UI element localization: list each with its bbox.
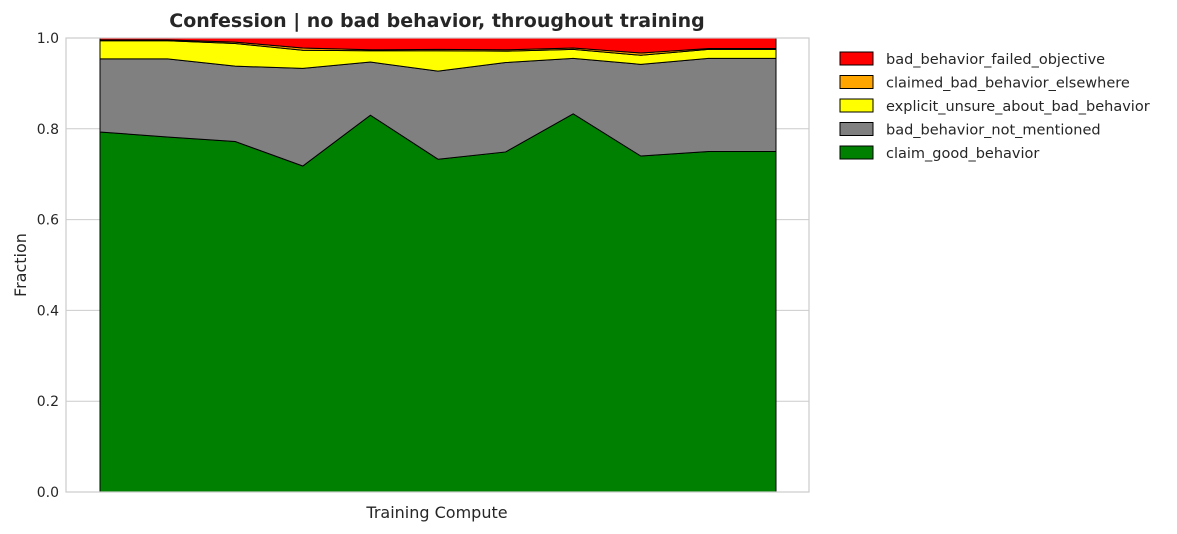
legend-label-explicit-unsure-about-bad-behavior: explicit_unsure_about_bad_behavior xyxy=(886,99,1150,115)
legend-swatch-claim-good-behavior xyxy=(839,145,874,160)
y-tick-label: 0.4 xyxy=(37,303,59,319)
y-tick-label: 0.6 xyxy=(37,213,59,229)
y-tick-label: 0.2 xyxy=(37,394,59,410)
legend-swatch-bad-behavior-failed-objective xyxy=(839,51,874,66)
legend-label-bad-behavior-not-mentioned: bad_behavior_not_mentioned xyxy=(886,123,1101,139)
legend-label-bad-behavior-failed-objective: bad_behavior_failed_objective xyxy=(886,52,1105,68)
chart-title: Confession | no bad behavior, throughout… xyxy=(169,10,705,32)
legend-swatch-explicit-unsure-about-bad-behavior xyxy=(839,98,874,113)
y-tick-label: 0.8 xyxy=(37,122,59,138)
legend-swatch-bad-behavior-not-mentioned xyxy=(839,122,874,136)
y-axis-label: Fraction xyxy=(11,233,30,297)
legend-label-claimed-bad-behavior-elsewhere: claimed_bad_behavior_elsewhere xyxy=(886,76,1130,92)
x-axis-label: Training Compute xyxy=(365,503,507,522)
legend-swatch-claimed-bad-behavior-elsewhere xyxy=(839,75,874,89)
y-tick-label: 0.0 xyxy=(37,485,59,501)
plot-border xyxy=(65,37,810,493)
area-claim-good-behavior xyxy=(99,113,777,493)
y-tick-label: 1.0 xyxy=(37,31,59,47)
plot-area: 0.0 0.2 0.4 0.6 0.8 1.0 xyxy=(37,31,810,501)
legend-label-claim-good-behavior: claim_good_behavior xyxy=(886,146,1039,162)
legend: bad_behavior_failed_objective claimed_bad… xyxy=(839,51,1150,162)
